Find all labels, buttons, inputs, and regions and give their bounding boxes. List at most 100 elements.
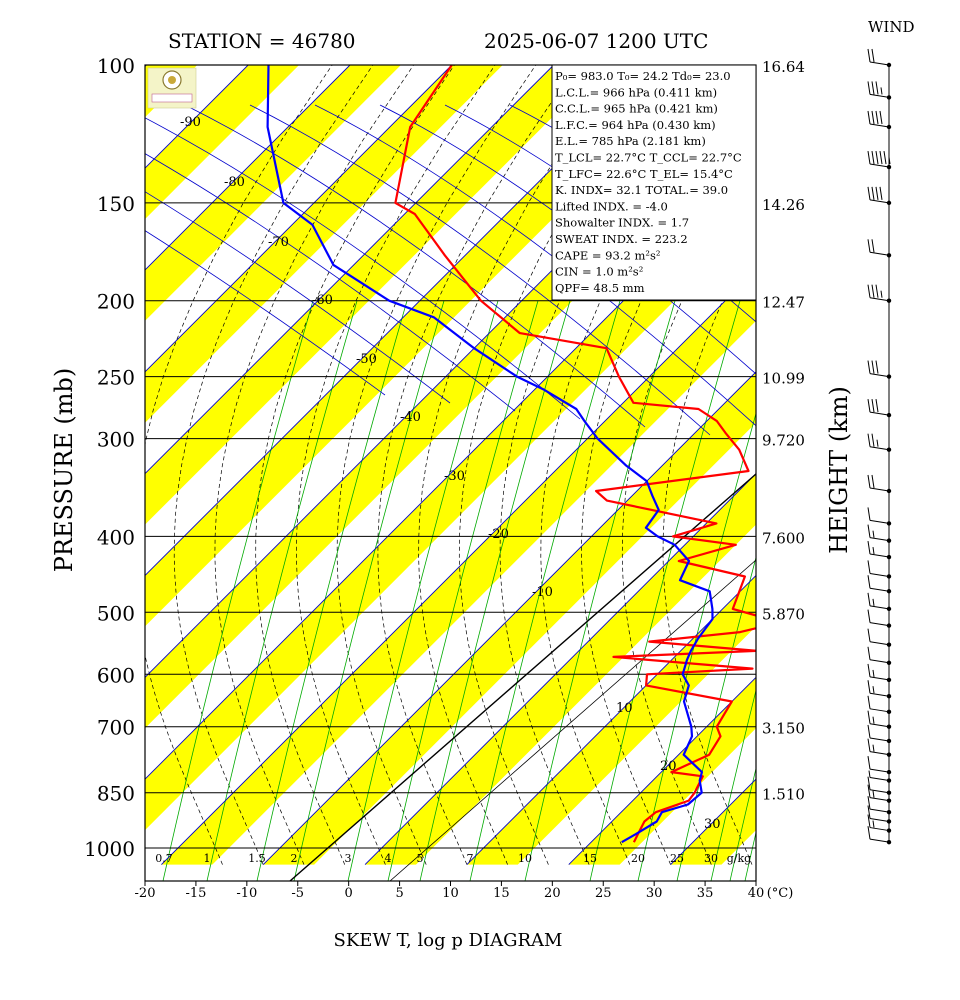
reference-lines [289,473,756,881]
height-tick-label: 3.150 [762,720,805,738]
wind-barb-feather [867,738,871,752]
station-label: STATION = 46780 [168,29,356,53]
wind-barb-shaft [869,123,890,128]
wind-barb [867,646,890,664]
stats-box: P₀= 983.0 T₀= 24.2 Td₀= 23.0 L.C.L.= 966 … [551,64,757,301]
wind-barb-feather [867,186,871,200]
wind-barb-feather [867,81,871,95]
wind-barb-feather [871,110,875,125]
wind-barb-feather [867,474,871,489]
wind-barb-feather [867,560,871,574]
mixing-ratio-line [729,766,756,881]
isotherm-band [145,65,300,220]
isotherm-line [466,574,756,865]
mixing-ratio-label: 3 [345,852,352,865]
wind-barb [867,776,890,794]
wind-barb-shaft [869,641,890,646]
stats-line: C.C.L.= 965 hPa (0.421 km) [555,102,718,116]
height-axis-title: HEIGHT (km) [825,386,853,554]
wind-barb-shaft [869,572,890,577]
wind-barb-feather [867,814,871,828]
wind-barb-shaft [869,519,890,524]
wind-barb [867,710,890,728]
axis-labels: 100150200250300400500600700850100016.641… [84,54,805,901]
isotherm-label: -70 [268,235,289,250]
pressure-tick-label: 1000 [84,837,135,861]
stats-line: CAPE = 93.2 m²s² [555,248,660,262]
wind-barb [867,110,890,128]
stats-line: Lifted INDX. = -4.0 [555,199,668,213]
wind-barb-feather [867,284,871,298]
mixing-ratio-label: 1 [204,852,211,865]
pressure-tick-label: 200 [97,290,135,314]
wind-barb-shaft [869,487,890,492]
wind-barb-feather [879,186,883,200]
wind-barb-shaft [869,817,890,822]
wind-barb [867,524,890,542]
wind-barb-feather [875,110,879,125]
wind-barb-feather [875,150,879,165]
height-tick-label: 1.510 [762,786,805,804]
pressure-tick-label: 850 [97,782,135,806]
isotherm-band [145,65,503,423]
pressure-tick-label: 300 [97,428,135,452]
wind-barb-feather [867,805,871,819]
wind-barb-feather [871,48,875,63]
wind-barb [868,770,890,782]
stats-line: T_LCL= 22.7°C T_CCL= 22.7°C [555,151,742,165]
moist-adiabat [458,65,659,865]
wind-barb-shaft [869,622,890,627]
wind-barb-feather [871,150,875,165]
isotherm-line [364,473,756,865]
wind-barb-half-feather [872,669,875,677]
wind-barb-shaft [869,827,890,832]
isotherm-label: 20 [660,759,677,774]
wind-title: WIND [868,18,915,36]
wind-barb-shaft [869,411,890,416]
x-tick-label: 20 [544,886,561,901]
wind-barb [867,284,890,302]
pressure-axis-title: PRESSURE (mb) [50,368,78,573]
mixing-ratio-label: 25 [670,852,684,865]
wind-barb-half-feather [872,820,875,828]
wind-barb-half-feather [880,290,883,298]
wind-barb [867,150,891,168]
mixing-ratio-line [469,300,621,881]
dewpoint-trace [266,65,714,844]
wind-barb-feather [867,695,871,709]
pressure-tick-label: 700 [97,716,135,740]
wind-barb [867,826,890,843]
wind-barb [867,663,890,681]
stats-line: Showalter INDX. = 1.7 [555,216,689,230]
wind-barb-half-feather [872,790,875,798]
moist-adiabats [145,65,756,865]
isotherm-line [568,676,756,865]
stats-line: QPF= 48.5 mm [555,281,645,295]
isotherm-band [772,65,960,865]
isotherm-label: -50 [356,352,377,367]
isotherm-line [0,65,45,865]
x-tick-label: 0 [345,886,353,901]
isotherm-line [145,65,554,475]
wind-barb-feather [867,784,871,798]
wind-barb [867,48,890,66]
pressure-tick-label: 150 [97,192,135,216]
wind-barb-shaft [869,537,890,542]
height-tick-label: 14.26 [762,196,805,214]
isotherm-label: -30 [444,469,465,484]
wind-barb-feather [871,360,875,374]
wind-barb-feather [871,433,875,447]
isotherm-label: 10 [616,701,633,716]
wind-barb-feather [867,399,871,413]
wind-barb [867,540,890,558]
height-tick-label: 12.47 [762,294,805,312]
wind-barb-shaft [869,659,890,664]
wind-barb-shaft [869,777,890,782]
stats-line: K. INDX= 32.1 TOTAL.= 39.0 [555,183,728,197]
wind-barb-shaft [869,838,890,843]
mixing-ratio-label: 1.5 [248,852,266,865]
stats-line: P₀= 983.0 T₀= 24.2 Td₀= 23.0 [555,69,731,83]
wind-barb-feather [867,592,871,606]
isotherm-label: -60 [312,293,333,308]
wind-barb-shaft [869,808,890,813]
